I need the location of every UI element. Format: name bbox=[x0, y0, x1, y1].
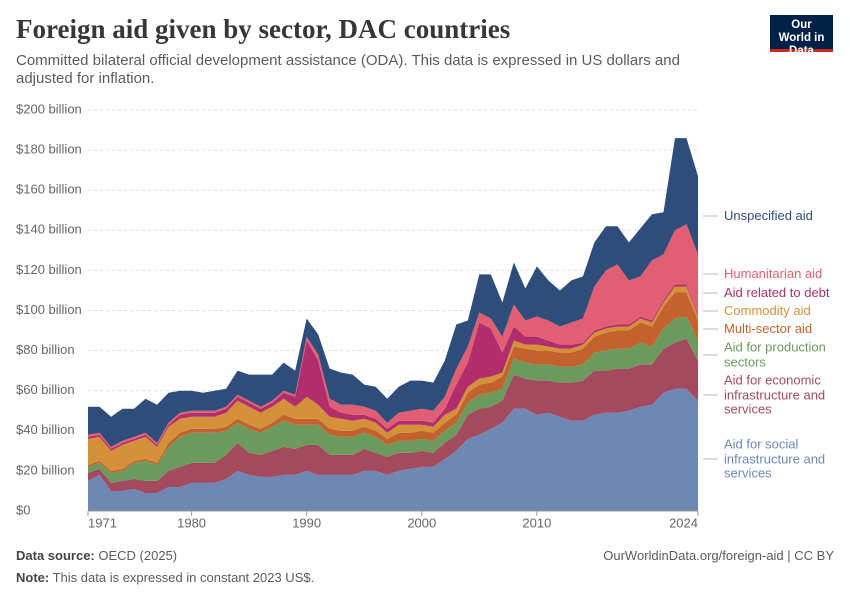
legend-label[interactable]: Commodity aid bbox=[724, 302, 811, 318]
y-tick-label: $20 billion bbox=[16, 462, 75, 477]
logo[interactable]: Our World in Data bbox=[770, 15, 833, 57]
legend-label[interactable]: Aid related to debt bbox=[724, 284, 830, 300]
note-label: Note: bbox=[16, 570, 50, 585]
chart-subtitle: Committed bilateral official development… bbox=[16, 52, 680, 87]
legend-label[interactable]: Aid for production sectors bbox=[724, 339, 826, 369]
y-tick-label: $80 billion bbox=[16, 342, 75, 357]
legend-label[interactable]: Multi-sector aid bbox=[724, 320, 813, 336]
area bbox=[88, 388, 698, 511]
y-tick-label: $140 billion bbox=[16, 222, 82, 237]
y-tick-label: $180 billion bbox=[16, 142, 82, 157]
note-line: Note: This data is expressed in constant… bbox=[16, 570, 314, 585]
note: This data is expressed in constant 2023 … bbox=[52, 570, 315, 585]
url[interactable]: OurWorldinData.org/foreign-aid | CC BY bbox=[603, 548, 834, 563]
x-tick-label: 2010 bbox=[522, 515, 551, 530]
chart-title: Foreign aid given by sector, DAC countri… bbox=[16, 14, 511, 44]
area bbox=[88, 338, 698, 493]
legend-label[interactable]: Unspecified aid bbox=[724, 207, 813, 223]
y-tick-label: $0 bbox=[16, 502, 30, 517]
y-tick-label: $200 billion bbox=[16, 101, 82, 116]
x-tick-label: 1980 bbox=[177, 515, 206, 530]
x-tick-label: 1971 bbox=[88, 515, 117, 530]
source-label: Data source: bbox=[16, 548, 95, 563]
y-tick-label: $60 billion bbox=[16, 382, 75, 397]
legend-label[interactable]: Aid for economic infrastructure and serv… bbox=[724, 372, 826, 417]
area bbox=[88, 292, 698, 473]
x-tick-label: 2000 bbox=[407, 515, 436, 530]
area bbox=[88, 286, 698, 471]
y-tick-label: $160 billion bbox=[16, 182, 82, 197]
area bbox=[88, 316, 698, 483]
source: OECD (2025) bbox=[98, 548, 178, 563]
x-tick-label: 1990 bbox=[292, 515, 321, 530]
y-tick-label: $120 billion bbox=[16, 262, 82, 277]
source-line: Data source: OECD (2025) bbox=[16, 548, 177, 563]
y-tick-label: $100 billion bbox=[16, 302, 82, 317]
area bbox=[88, 138, 698, 447]
legend-label[interactable]: Humanitarian aid bbox=[724, 265, 823, 281]
x-tick-label: 2024 bbox=[669, 515, 698, 530]
legend-label[interactable]: Aid for social infrastructure and servic… bbox=[724, 436, 826, 481]
area bbox=[88, 224, 698, 449]
y-tick-label: $40 billion bbox=[16, 422, 75, 437]
